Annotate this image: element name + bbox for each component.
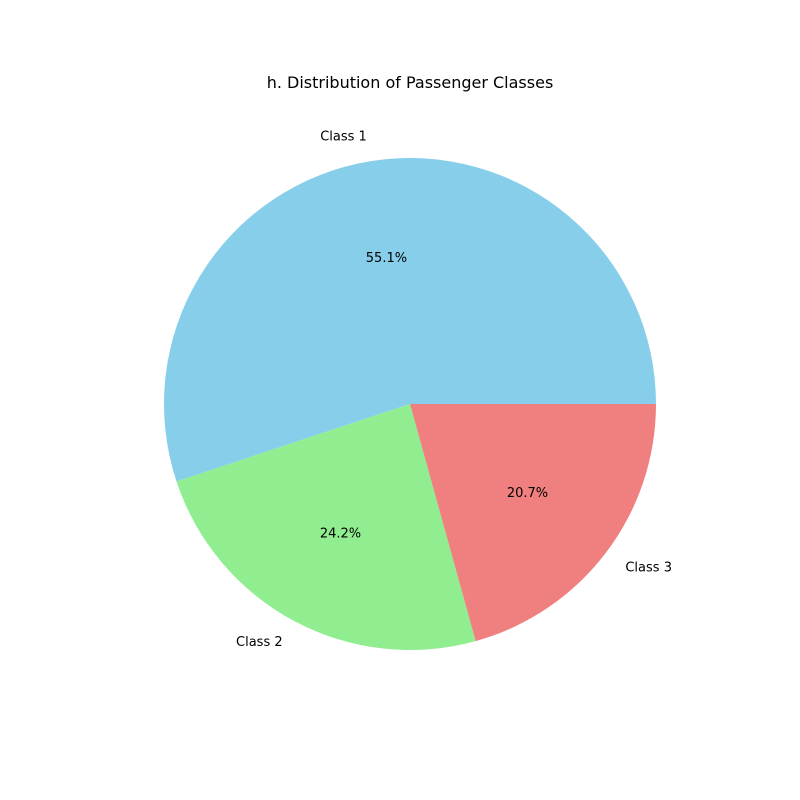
chart-title: h. Distribution of Passenger Classes bbox=[267, 73, 554, 92]
pie-slice-class-1 bbox=[163, 157, 656, 482]
percentage-label: 24.2% bbox=[320, 527, 361, 542]
percentage-label: 20.7% bbox=[507, 486, 548, 501]
category-label: Class 1 bbox=[320, 129, 367, 144]
pie-slice-class-3 bbox=[410, 404, 656, 642]
category-label: Class 3 bbox=[625, 560, 672, 575]
category-label: Class 2 bbox=[236, 635, 283, 650]
pie-slices bbox=[163, 157, 656, 650]
percentage-label: 55.1% bbox=[366, 251, 407, 266]
pie-slice-class-2 bbox=[176, 404, 476, 650]
pie-labels: Class 1 55.1% Class 2 24.2% Class 3 20.7% bbox=[236, 129, 672, 650]
